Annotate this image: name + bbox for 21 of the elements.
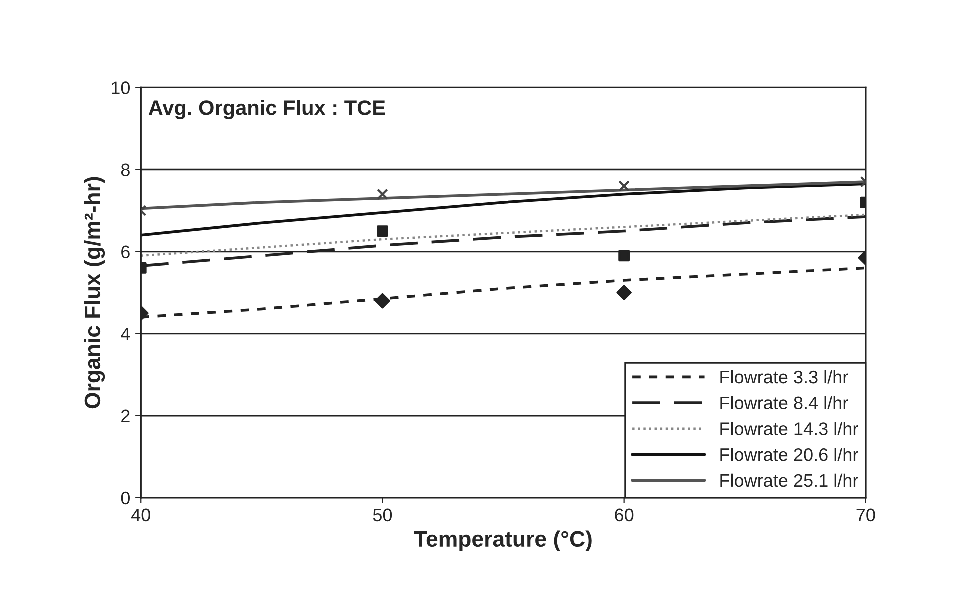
x-tick-label: 50 bbox=[373, 508, 392, 522]
y-tick-label: 4 bbox=[121, 328, 130, 340]
legend-label: Flowrate 14.3 l/hr bbox=[720, 422, 858, 436]
text: Avg. Organic Flux : TCE bbox=[148, 100, 386, 120]
legend-label: Flowrate 20.6 l/hr bbox=[720, 448, 858, 462]
y-tick-label: 6 bbox=[122, 246, 130, 259]
x-axis-title: Temperature (°C) bbox=[414, 530, 592, 552]
y-tick-label: 0 bbox=[121, 492, 130, 505]
legend-label: Flowrate 8.4 l/hr bbox=[720, 396, 848, 410]
line-series bbox=[141, 214, 866, 258]
line-series bbox=[141, 180, 866, 210]
x-tick-label: 70 bbox=[856, 508, 876, 522]
y-tick-label: 10 bbox=[112, 82, 130, 94]
y-tick-label: 8 bbox=[121, 164, 130, 176]
legend-label: Flowrate 25.1 l/hr bbox=[720, 474, 858, 488]
x-tick-label: 40 bbox=[131, 508, 150, 522]
line-series bbox=[141, 182, 866, 237]
x-tick-label: 60 bbox=[615, 508, 634, 522]
legend-label: Flowrate 3.3 l/hr bbox=[720, 370, 848, 384]
y-tick-label: 2 bbox=[122, 410, 130, 422]
y-axis-title: Organic Flux (g/m²-hr) bbox=[84, 177, 106, 409]
